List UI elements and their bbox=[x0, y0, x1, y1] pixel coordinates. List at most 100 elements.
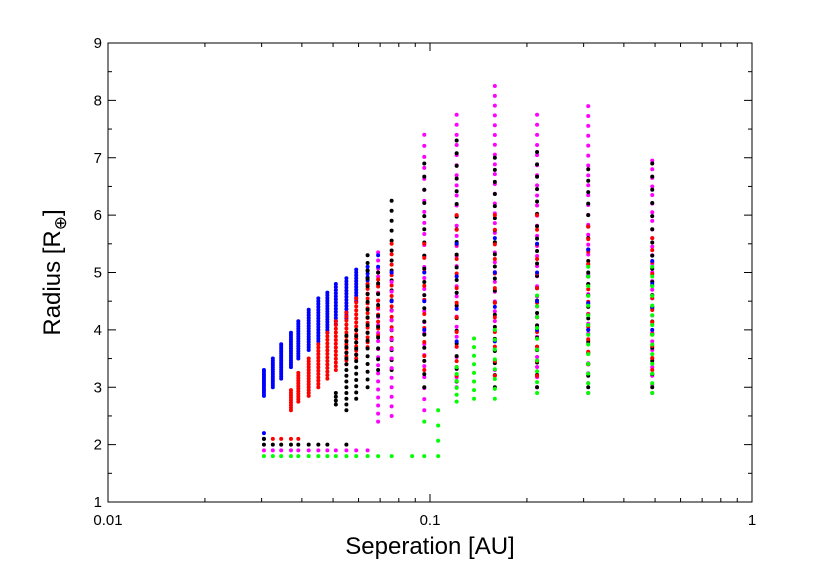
data-point-green bbox=[586, 361, 591, 366]
data-point-black bbox=[365, 323, 370, 328]
data-point-black bbox=[422, 227, 427, 232]
data-point-red bbox=[422, 311, 427, 316]
data-point-red bbox=[535, 227, 540, 232]
data-point-red bbox=[354, 324, 359, 329]
data-point-magenta bbox=[492, 93, 497, 98]
data-point-magenta bbox=[389, 413, 394, 418]
data-point-red bbox=[306, 362, 311, 367]
data-point-green bbox=[586, 274, 591, 279]
data-point-green bbox=[535, 315, 540, 320]
data-point-black bbox=[376, 335, 381, 340]
data-point-black bbox=[650, 214, 655, 219]
data-point-red bbox=[535, 344, 540, 349]
data-point-magenta bbox=[535, 233, 540, 238]
data-point-blue bbox=[492, 270, 497, 275]
data-point-red bbox=[333, 341, 338, 346]
data-point-black bbox=[344, 385, 349, 390]
data-point-green bbox=[586, 284, 591, 289]
data-point-magenta bbox=[376, 379, 381, 384]
data-point-magenta bbox=[288, 448, 293, 453]
data-point-red bbox=[376, 298, 381, 303]
data-point-red bbox=[535, 373, 540, 378]
data-point-black bbox=[376, 368, 381, 373]
data-point-black bbox=[365, 299, 370, 304]
data-point-green bbox=[586, 313, 591, 318]
data-point-red bbox=[650, 248, 655, 253]
data-point-red bbox=[333, 364, 338, 369]
data-point-red bbox=[492, 213, 497, 218]
data-point-blue bbox=[333, 315, 338, 320]
data-point-green bbox=[436, 423, 441, 428]
data-point-blue bbox=[354, 270, 359, 275]
data-point-blue bbox=[270, 356, 275, 361]
y-axis-title-subscript: ⊕ bbox=[51, 216, 70, 230]
data-point-red bbox=[492, 242, 497, 247]
data-point-green bbox=[650, 303, 655, 308]
data-point-red bbox=[306, 368, 311, 373]
data-point-magenta bbox=[389, 347, 394, 351]
data-point-black bbox=[333, 394, 338, 399]
data-point-green bbox=[586, 342, 591, 347]
data-point-blue bbox=[389, 270, 394, 275]
data-point-black bbox=[354, 371, 359, 376]
data-point-red bbox=[354, 308, 359, 313]
data-point-black bbox=[586, 270, 591, 275]
data-points bbox=[261, 84, 655, 459]
data-point-magenta bbox=[586, 183, 591, 188]
data-point-red bbox=[325, 341, 330, 346]
data-point-red bbox=[492, 286, 497, 291]
data-point-red bbox=[454, 286, 459, 291]
data-point-red bbox=[354, 312, 359, 317]
data-point-blue bbox=[288, 330, 293, 335]
data-point-black bbox=[586, 178, 591, 183]
data-point-black bbox=[422, 332, 427, 337]
data-point-blue bbox=[344, 307, 349, 312]
data-point-red bbox=[333, 353, 338, 358]
data-point-green bbox=[316, 454, 321, 459]
data-point-black bbox=[492, 191, 497, 196]
data-point-red bbox=[535, 286, 540, 291]
data-point-blue bbox=[325, 290, 330, 295]
data-point-black bbox=[354, 384, 359, 389]
data-point-black bbox=[454, 151, 459, 156]
data-point-black bbox=[365, 385, 370, 390]
data-point-red bbox=[279, 436, 284, 441]
data-point-green bbox=[535, 390, 540, 395]
data-point-green bbox=[535, 369, 540, 374]
data-point-blue bbox=[316, 307, 321, 312]
data-point-green bbox=[454, 365, 459, 370]
data-point-black bbox=[454, 176, 459, 181]
data-point-black bbox=[422, 266, 427, 271]
data-point-magenta bbox=[422, 154, 427, 159]
data-point-blue bbox=[344, 288, 349, 293]
data-point-blue bbox=[344, 291, 349, 296]
data-point-red bbox=[492, 256, 497, 261]
data-point-red bbox=[333, 349, 338, 354]
data-point-red bbox=[306, 393, 311, 398]
data-point-green bbox=[650, 381, 655, 386]
data-point-black bbox=[535, 249, 540, 254]
data-point-green bbox=[535, 358, 540, 363]
data-point-red bbox=[344, 310, 349, 315]
data-point-magenta bbox=[422, 309, 427, 314]
data-point-green bbox=[410, 454, 415, 459]
data-point-black bbox=[389, 198, 394, 203]
data-point-blue bbox=[333, 309, 338, 314]
data-point-green bbox=[279, 454, 284, 459]
data-point-magenta bbox=[422, 408, 427, 413]
data-point-magenta bbox=[492, 309, 497, 314]
data-point-magenta bbox=[376, 371, 381, 376]
data-point-green bbox=[296, 454, 301, 459]
data-point-red bbox=[288, 436, 293, 441]
data-point-magenta bbox=[306, 448, 311, 453]
data-point-red bbox=[316, 365, 321, 370]
data-point-blue bbox=[333, 294, 338, 299]
data-point-green bbox=[650, 390, 655, 395]
data-point-black bbox=[354, 352, 359, 357]
y-axis-title: Radius [R⊕] bbox=[39, 209, 70, 335]
data-point-red bbox=[316, 355, 321, 360]
data-point-red bbox=[316, 372, 321, 377]
data-point-magenta bbox=[454, 193, 459, 198]
data-point-black bbox=[535, 224, 540, 229]
data-point-magenta bbox=[492, 221, 497, 226]
